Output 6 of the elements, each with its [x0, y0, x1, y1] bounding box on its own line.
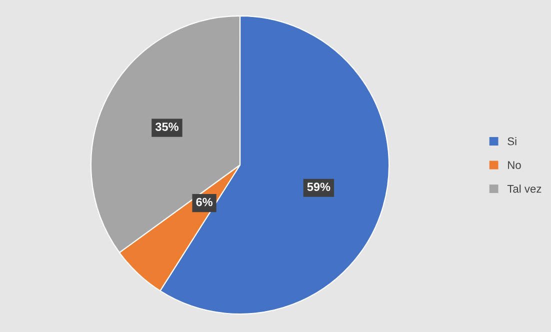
data-label: 59%: [307, 182, 330, 192]
legend-label: Si: [508, 137, 516, 146]
legend-label: No: [508, 161, 521, 170]
legend-label: Tal vez: [507, 184, 542, 193]
data-label: 6%: [196, 198, 213, 206]
data-label: 35%: [155, 122, 178, 131]
